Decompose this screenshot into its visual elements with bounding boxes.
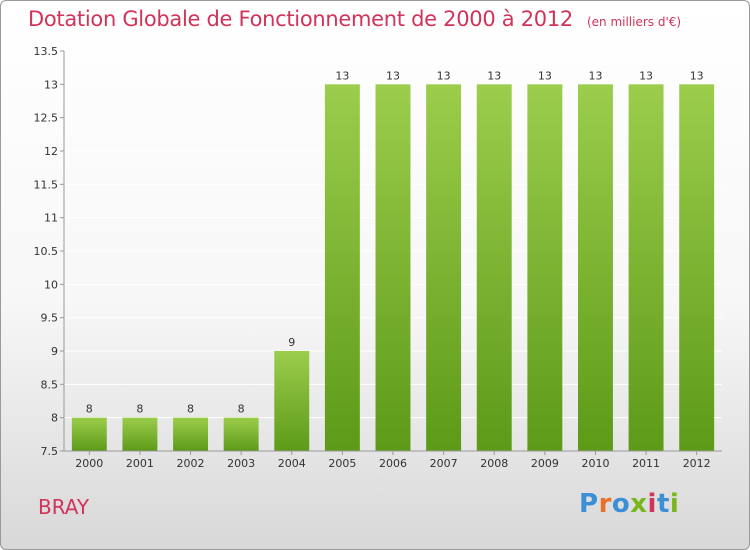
bar (527, 84, 563, 451)
bar (375, 84, 411, 451)
bar (476, 84, 512, 451)
y-tick-label: 13.5 (34, 45, 59, 58)
y-tick-label: 8.5 (41, 378, 59, 391)
bar (628, 84, 664, 451)
bar-value-label: 13 (335, 69, 349, 82)
bar (324, 84, 360, 451)
logo-letter: r (598, 489, 612, 519)
chart-title: Dotation Globale de Fonctionnement de 20… (28, 7, 681, 31)
x-tick-label: 2000 (75, 457, 103, 470)
x-tick-label: 2001 (126, 457, 154, 470)
logo-letter: x (630, 489, 648, 519)
y-tick-label: 8 (51, 412, 58, 425)
x-tick-label: 2009 (531, 457, 559, 470)
bar (122, 417, 158, 451)
logo-letter: t (656, 489, 670, 519)
x-tick-label: 2002 (177, 457, 205, 470)
title-unit: (en milliers d'€) (586, 15, 682, 29)
bars (71, 84, 715, 451)
y-tick-label: 10.5 (34, 245, 59, 258)
labels: 7.5 8 8.5 9 9.5 10 10.5 11 11.5 12 12.5 13 13.5 8 2000… (34, 45, 711, 470)
commune-name: BRAY (38, 495, 90, 519)
bar (577, 84, 613, 451)
y-tick-label: 9.5 (41, 312, 59, 325)
y-tick-label: 7.5 (41, 445, 59, 458)
y-tick-label: 12.5 (34, 112, 59, 125)
bar-value-label: 13 (437, 69, 451, 82)
logo-letter: P (579, 489, 599, 519)
bar-value-label: 8 (238, 403, 245, 416)
logo-letter: i (647, 489, 657, 519)
bar (173, 417, 209, 451)
y-tick-label: 11 (44, 212, 58, 225)
x-tick-label: 2007 (430, 457, 458, 470)
logo-letter: o (611, 489, 631, 519)
x-tick-label: 2003 (227, 457, 255, 470)
x-tick-label: 2008 (480, 457, 508, 470)
bar-value-label: 13 (690, 69, 704, 82)
bar-value-label: 8 (136, 403, 143, 416)
bar-value-label: 8 (187, 403, 194, 416)
bar-value-label: 9 (288, 336, 295, 349)
x-tick-label: 2005 (328, 457, 356, 470)
bar (426, 84, 462, 451)
axes (60, 50, 722, 455)
y-tick-label: 13 (44, 78, 58, 91)
y-tick-label: 9 (51, 345, 58, 358)
x-tick-label: 2010 (581, 457, 609, 470)
bar-value-label: 13 (588, 69, 602, 82)
bar (679, 84, 715, 451)
proxiti-logo: Proxiti (579, 489, 679, 519)
x-tick-label: 2011 (632, 457, 660, 470)
logo-letter: i (669, 489, 680, 519)
title-text: Dotation Globale de Fonctionnement de 20… (28, 7, 573, 31)
y-tick-label: 10 (44, 278, 58, 291)
x-tick-label: 2012 (683, 457, 711, 470)
bar (223, 417, 259, 451)
bar-value-label: 13 (639, 69, 653, 82)
bar-value-label: 8 (86, 403, 93, 416)
x-tick-label: 2004 (278, 457, 306, 470)
y-tick-label: 11.5 (34, 178, 59, 191)
bar-value-label: 13 (487, 69, 501, 82)
x-tick-label: 2006 (379, 457, 407, 470)
bar-value-label: 13 (386, 69, 400, 82)
y-tick-label: 12 (44, 145, 58, 158)
bar-value-label: 13 (538, 69, 552, 82)
bar (71, 417, 107, 451)
bar (274, 351, 310, 451)
